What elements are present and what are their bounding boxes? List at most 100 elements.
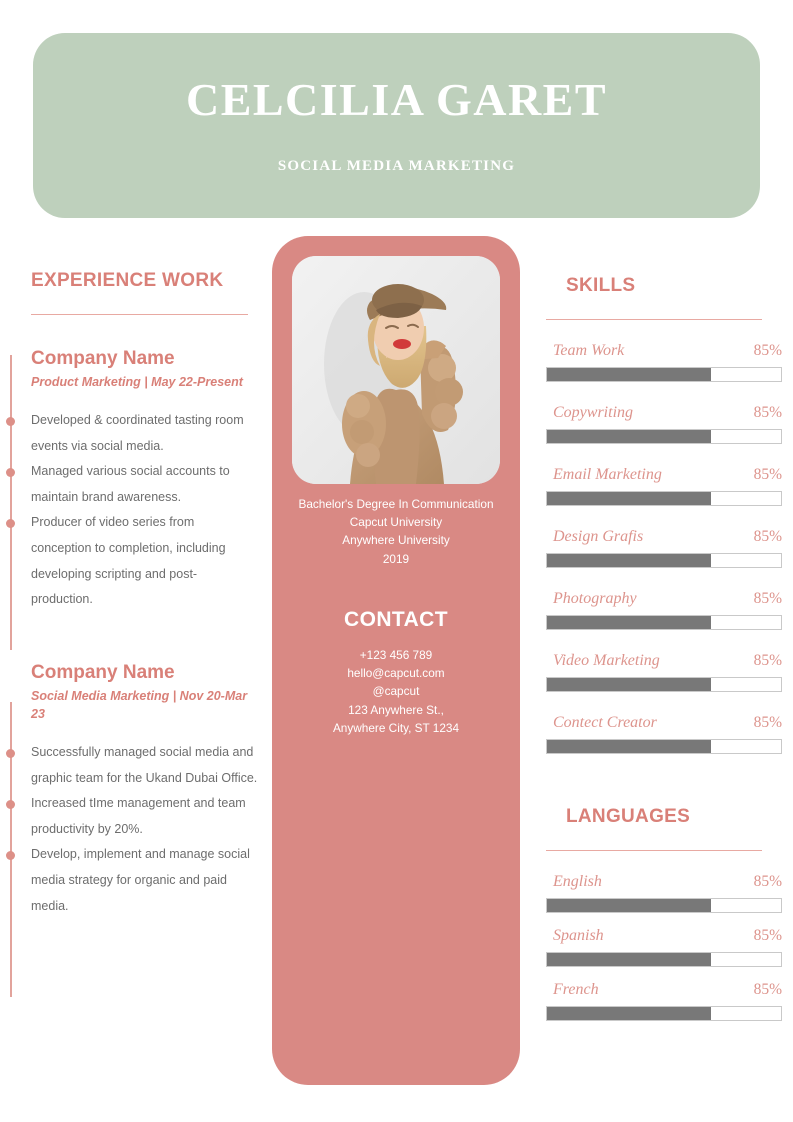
contact-lines: +123 456 789 hello@capcut.com @capcut 12… [288, 646, 504, 737]
skill-row: Photography 85% [546, 590, 782, 608]
skill-percent: 85% [753, 404, 782, 421]
bullet-text: Managed various social accounts to maint… [31, 464, 230, 504]
skill-row: Team Work 85% [546, 342, 782, 360]
bullet-dot-icon [6, 519, 15, 529]
skill-progress-bar [546, 677, 782, 692]
job-entry: Company Name Social Media Marketing | No… [6, 661, 258, 919]
education-line: 2019 [382, 551, 410, 566]
bullet-text: Develop, implement and manage social med… [31, 847, 250, 913]
skill-percent: 85% [753, 466, 782, 483]
contact-email[interactable]: hello@capcut.com [347, 666, 445, 681]
language-percent: 85% [753, 873, 782, 890]
skill-percent: 85% [753, 652, 782, 669]
contact-heading: CONTACT [344, 607, 448, 631]
skill-percent: 85% [753, 342, 782, 359]
skill-progress-fill [547, 678, 711, 691]
header-band: CELCILIA GARET SOCIAL MEDIA MARKETING [33, 33, 760, 218]
bullet-text: Developed & coordinated tasting room eve… [31, 412, 244, 453]
language-item: French 85% [546, 981, 782, 1021]
education-line: Anywhere University [342, 533, 450, 548]
contact-section: CONTACT +123 456 789 hello@capcut.com @c… [272, 608, 520, 737]
skill-item: Design Grafis 85% [546, 528, 782, 568]
skill-name: Photography [553, 590, 637, 607]
skill-progress-bar [546, 367, 782, 382]
language-percent: 85% [753, 981, 782, 998]
profile-card: ABOUT ME Innovative and motivated Social… [272, 236, 520, 1085]
list-item: Managed various social accounts to maint… [6, 459, 258, 510]
experience-timeline: Company Name Product Marketing | May 22-… [0, 347, 258, 997]
timeline-line-2 [10, 702, 12, 997]
education-line: Capcut University [349, 514, 443, 529]
language-percent: 85% [753, 927, 782, 944]
bullet-dot-icon [6, 468, 15, 478]
skill-name: Copywriting [553, 404, 634, 421]
language-progress-fill [547, 899, 711, 912]
contact-phone[interactable]: +123 456 789 [359, 647, 433, 662]
contact-address-line-2: Anywhere City, ST 1234 [332, 720, 460, 735]
job-meta: Social Media Marketing | Nov 20-Mar 23 [31, 688, 248, 721]
job-entry: Company Name Product Marketing | May 22-… [6, 347, 258, 613]
bullet-text: Producer of video series from conception… [31, 515, 226, 607]
languages-divider [546, 850, 762, 851]
skill-row: Video Marketing 85% [546, 652, 782, 670]
candidate-role: SOCIAL MEDIA MARKETING [277, 158, 516, 175]
list-item: Develop, implement and manage social med… [6, 842, 258, 919]
avatar [292, 256, 500, 484]
timeline-line-1 [10, 355, 12, 650]
skills-divider [546, 319, 762, 320]
skill-item: Video Marketing 85% [546, 652, 782, 692]
skill-progress-bar [546, 491, 782, 506]
list-item: Developed & coordinated tasting room eve… [6, 408, 258, 459]
job-company: Company Name [31, 348, 175, 369]
job-company: Company Name [31, 661, 175, 683]
skill-progress-fill [547, 368, 711, 381]
skill-row: Contect Creator 85% [546, 714, 782, 732]
bullet-dot-icon [6, 416, 15, 426]
skill-item: Photography 85% [546, 590, 782, 630]
language-progress-fill [547, 953, 711, 966]
language-name: French [553, 981, 599, 998]
list-item: Increased tIme management and team produ… [6, 791, 258, 842]
skill-item: Email Marketing 85% [546, 466, 782, 506]
experience-divider [31, 314, 248, 315]
job-bullets: Successfully managed social media and gr… [6, 740, 258, 919]
skill-name: Design Grafis [553, 528, 644, 545]
skill-percent: 85% [753, 590, 782, 607]
skill-progress-fill [547, 740, 711, 753]
skill-progress-bar [546, 429, 782, 444]
languages-title: LANGUAGES [566, 806, 691, 827]
skill-percent: 85% [753, 714, 782, 731]
education-lines: Bachelor's Degree In Communication Capcu… [288, 495, 504, 568]
language-item: Spanish 85% [546, 927, 782, 967]
job-meta: Product Marketing | May 22-Present [31, 374, 243, 389]
skill-progress-bar [546, 553, 782, 568]
languages-section: LANGUAGES English 85% Spanish 85% [546, 806, 782, 1021]
skill-progress-fill [547, 616, 711, 629]
education-line: Bachelor's Degree In Communication [298, 496, 494, 511]
skill-progress-fill [547, 430, 711, 443]
skill-name: Video Marketing [553, 652, 660, 669]
language-item: English 85% [546, 873, 782, 913]
list-item: Producer of video series from conception… [6, 510, 258, 613]
experience-section: EXPERIENCE WORK Company Name Product Mar… [0, 270, 258, 997]
skill-name: Contect Creator [553, 714, 657, 731]
skill-percent: 85% [753, 528, 782, 545]
skill-item: Copywriting 85% [546, 404, 782, 444]
language-row: English 85% [546, 873, 782, 891]
bullet-text: Increased tIme management and team produ… [31, 796, 246, 836]
skill-row: Email Marketing 85% [546, 466, 782, 484]
contact-handle[interactable]: @capcut [372, 684, 420, 699]
skill-name: Team Work [553, 342, 625, 359]
contact-address-line-1: 123 Anywhere St., [348, 702, 444, 717]
bullet-dot-icon [6, 748, 15, 758]
skills-section: SKILLS Team Work 85% Copywriting 85% Ema… [546, 275, 782, 1021]
skill-progress-fill [547, 554, 711, 567]
bullet-dot-icon [6, 851, 15, 861]
language-name: Spanish [553, 927, 604, 944]
bullet-dot-icon [6, 800, 15, 810]
language-row: French 85% [546, 981, 782, 999]
language-name: English [553, 873, 602, 890]
list-item: Successfully managed social media and gr… [6, 740, 258, 791]
skill-item: Contect Creator 85% [546, 714, 782, 754]
skill-progress-bar [546, 739, 782, 754]
